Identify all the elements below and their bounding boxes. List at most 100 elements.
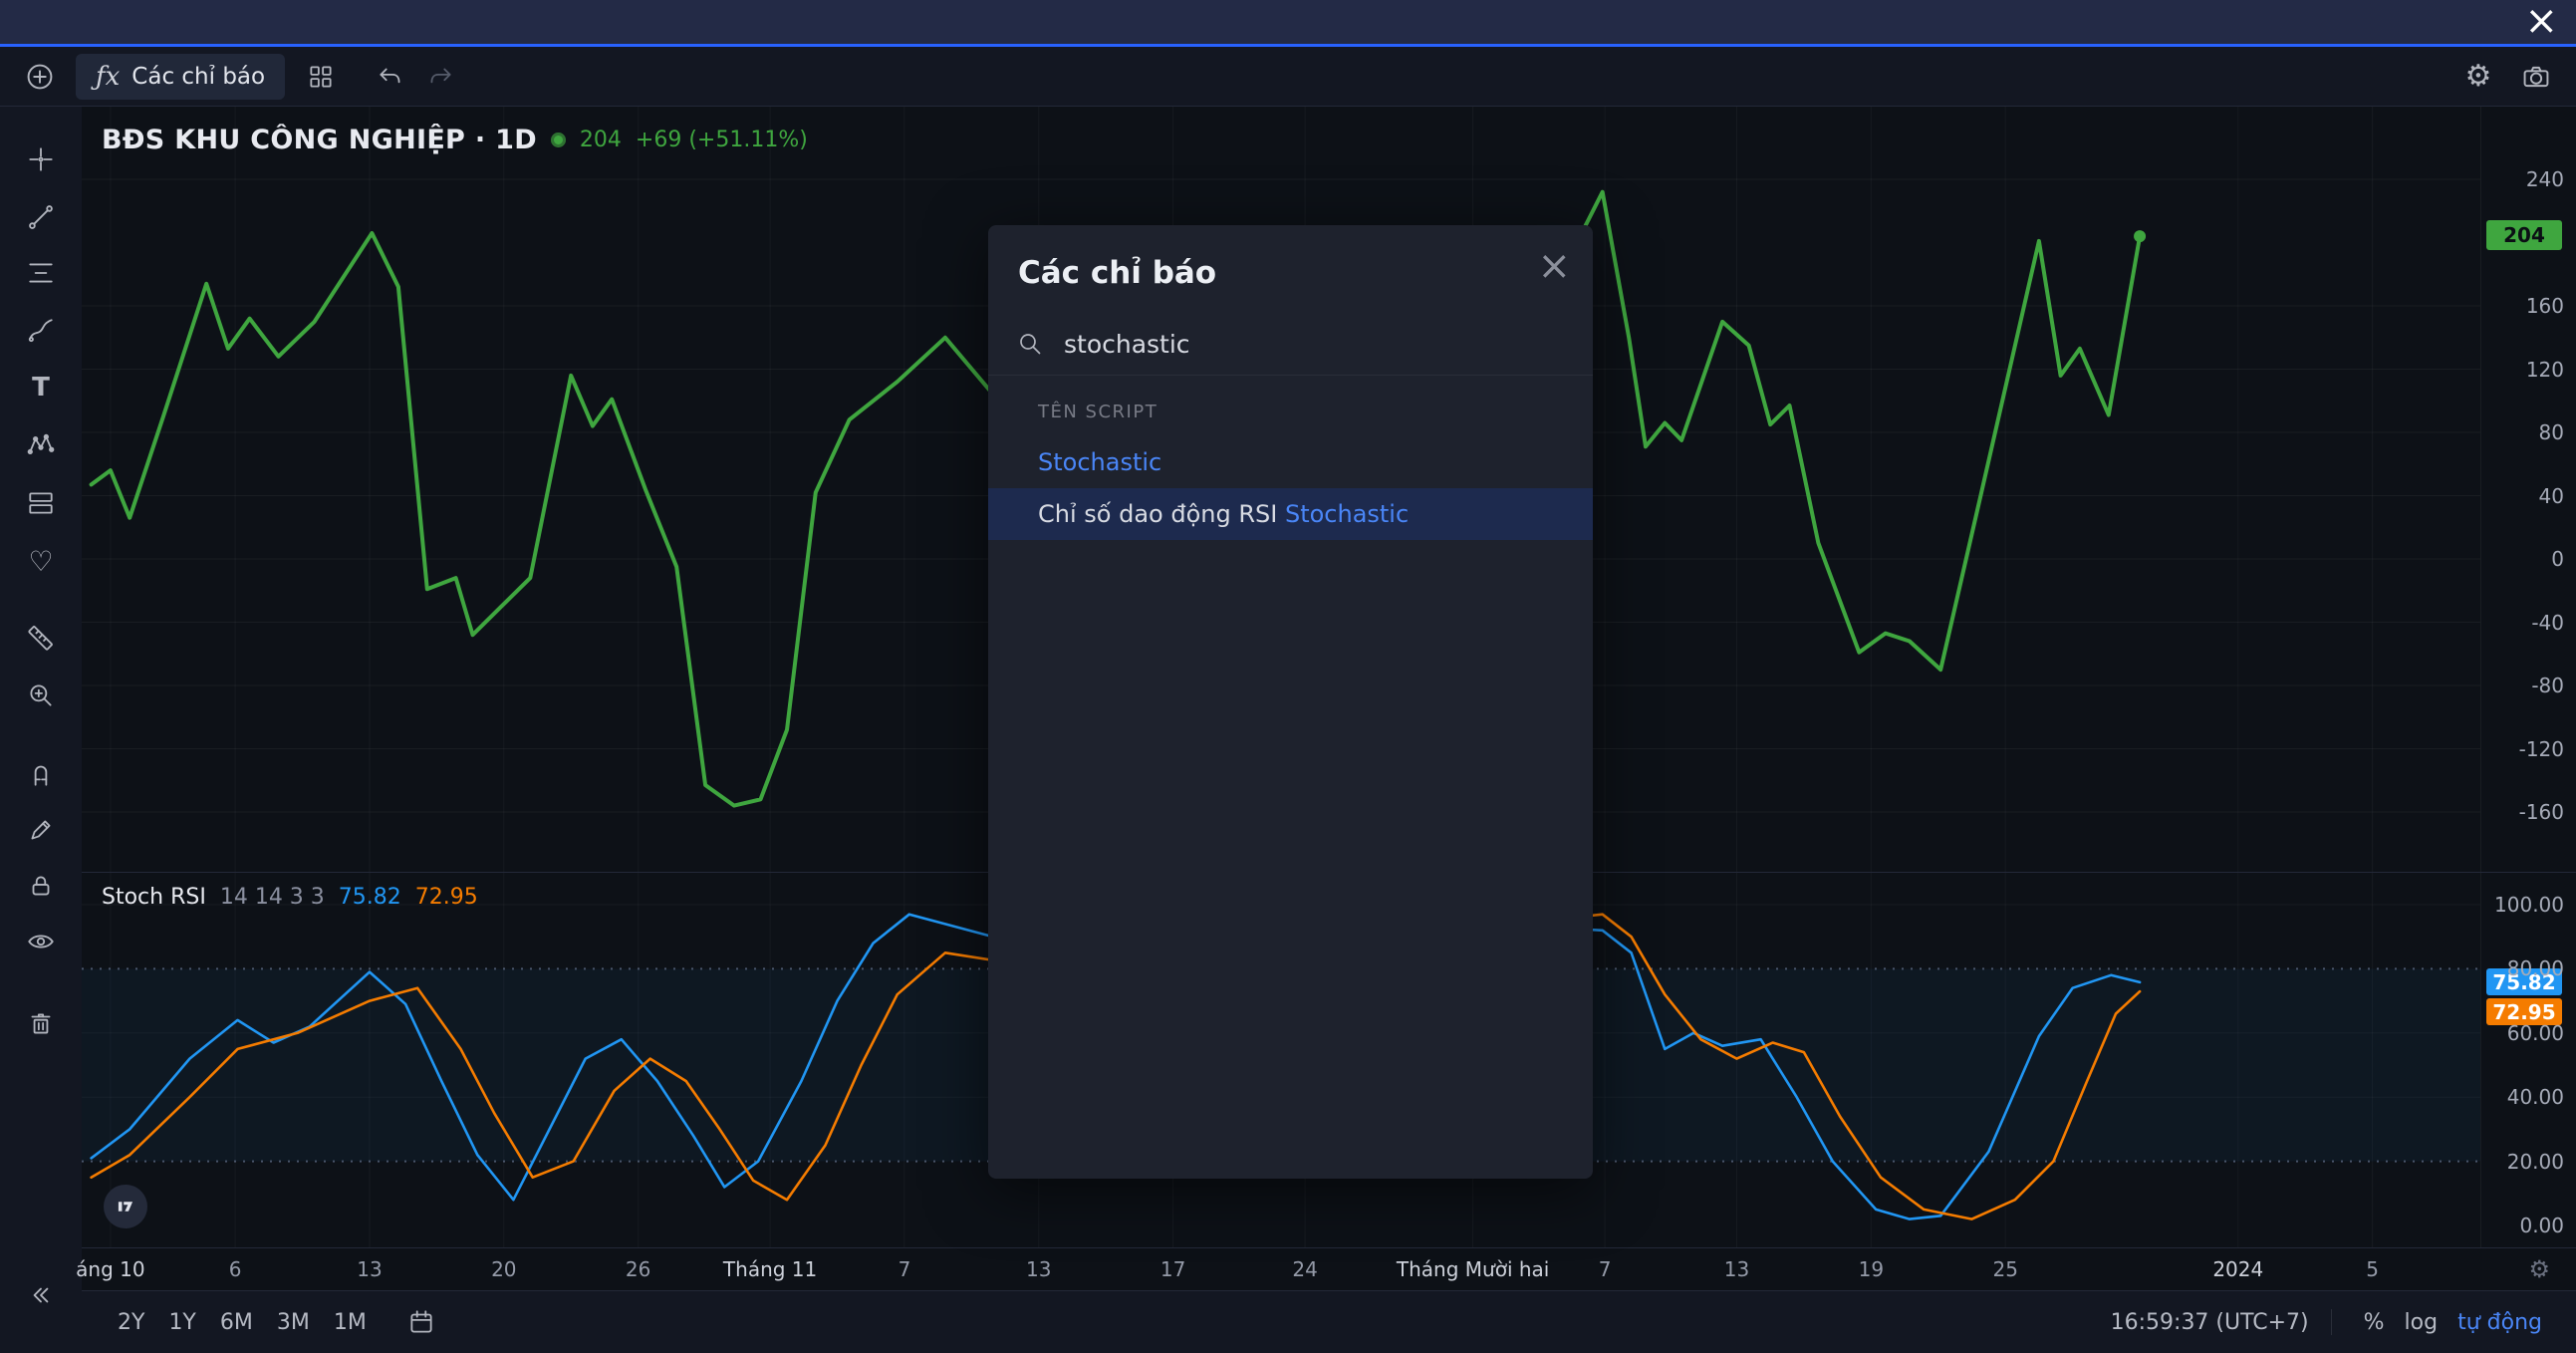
grid-icon (310, 65, 332, 88)
tradingview-logo-icon (118, 1202, 133, 1212)
screenshot-button[interactable] (2514, 55, 2558, 99)
range-3m-button[interactable]: 3M (276, 1309, 310, 1335)
stoch-k-value: 75.82 (338, 885, 401, 910)
auto-scale-button[interactable]: tự động (2457, 1309, 2542, 1335)
pencil-icon (31, 820, 51, 840)
price-tick-label: 80 (2538, 420, 2564, 444)
tool-brush[interactable] (23, 313, 59, 349)
symbol-last-price: 204 (579, 128, 622, 152)
indicator-search-row (988, 313, 1593, 376)
plus-circle-icon (27, 64, 53, 89)
tool-xabcd-pattern[interactable] (23, 427, 59, 463)
undo-icon (380, 68, 400, 83)
indicators-modal-header: Các chỉ báo × (988, 225, 1593, 313)
fx-icon: ƒx (96, 61, 121, 92)
range-1y-button[interactable]: 1Y (168, 1309, 196, 1335)
tool-long-position[interactable] (23, 485, 59, 521)
clock[interactable]: 16:59:37 (UTC+7) (2110, 1309, 2309, 1335)
tool-zoom-in[interactable] (23, 677, 59, 713)
range-6m-button[interactable]: 6M (219, 1309, 253, 1335)
tool-measure[interactable] (23, 620, 59, 656)
go-to-date-button[interactable] (406, 1307, 436, 1337)
layout-grid-button[interactable] (299, 55, 343, 99)
price-chart-plot[interactable]: BĐS KHU CÔNG NGHIỆP · 1D 204 +69 (+51.11… (82, 107, 2576, 872)
drawing-toolbar: T ♡ (0, 107, 83, 1353)
search-icon (1020, 334, 1041, 355)
price-tick-label: 0 (2551, 547, 2564, 571)
tool-magnet[interactable] (23, 756, 59, 792)
result-link-text: Stochastic (1038, 448, 1162, 476)
window-close-icon[interactable]: × (2524, 0, 2558, 44)
brush-icon (28, 319, 53, 343)
stoch-label: Stoch RSI (102, 885, 206, 910)
indicator-result-stoch-rsi[interactable]: Chỉ số dao động RSI Stochastic (988, 488, 1593, 540)
modal-close-icon[interactable]: × (1537, 243, 1571, 289)
price-tick-label: -120 (2518, 736, 2564, 761)
price-axis[interactable]: 204 240 160 120 80 40 0 -40 -80 -120 -160 (2480, 107, 2576, 872)
redo-button[interactable] (418, 55, 462, 99)
stoch-params: 14 14 3 3 (219, 885, 325, 910)
ruler-icon (28, 626, 53, 651)
price-tick-label: 160 (2525, 294, 2564, 318)
range-2y-button[interactable]: 2Y (118, 1309, 145, 1335)
indicator-result-stochastic[interactable]: Stochastic (988, 436, 1593, 488)
symbol-title: BĐS KHU CÔNG NGHIỆP · 1D (102, 125, 537, 155)
time-tick-label: 7 (898, 1257, 911, 1281)
undo-button[interactable] (369, 55, 412, 99)
time-tick-label: 5 (2366, 1257, 2379, 1281)
price-tick-label: -160 (2518, 800, 2564, 824)
tool-hide-drawings[interactable] (23, 924, 59, 959)
indicators-button[interactable]: ƒx Các chỉ báo (76, 53, 286, 100)
sidebar-collapse-button[interactable] (23, 1277, 59, 1313)
settings-button[interactable]: ⚙ (2456, 55, 2500, 99)
time-tick-label: 20 (491, 1257, 517, 1281)
time-tick-label: 6 (228, 1257, 242, 1281)
symbol-legend[interactable]: BĐS KHU CÔNG NGHIỆP · 1D 204 +69 (+51.11… (102, 125, 808, 155)
time-tick-label: Tháng 11 (722, 1257, 818, 1281)
stoch-tick-label: 40.00 (2506, 1085, 2564, 1110)
stoch-tick-label: 100.00 (2494, 893, 2564, 917)
tool-crosshair[interactable] (23, 141, 59, 177)
time-tick-label: 24 (1292, 1257, 1318, 1281)
price-tick-label: -80 (2531, 674, 2564, 697)
stoch-k-badge: 75.82 (2486, 968, 2562, 995)
gear-icon: ⚙ (2464, 59, 2492, 94)
symbol-change: +69 (+51.11%) (635, 128, 808, 152)
tool-favorites[interactable]: ♡ (23, 543, 59, 579)
indicators-modal-title: Các chỉ báo (1018, 255, 1217, 291)
long-position-icon (29, 492, 53, 514)
crosshair-icon (29, 147, 53, 171)
tool-remove-drawings[interactable] (23, 1006, 59, 1042)
time-tick-label: 7 (1598, 1257, 1612, 1281)
add-symbol-button[interactable] (18, 55, 62, 99)
tool-text[interactable]: T (23, 370, 59, 406)
percent-scale-button[interactable]: % (2363, 1309, 2385, 1335)
tool-draw-mode[interactable] (23, 812, 59, 848)
indicator-search-input[interactable] (1062, 328, 1565, 360)
trash-icon (31, 1013, 51, 1034)
tool-lock-drawings[interactable] (23, 868, 59, 904)
range-1m-button[interactable]: 1M (333, 1309, 367, 1335)
axis-settings-gear-icon[interactable]: ⚙ (2528, 1255, 2550, 1283)
tradingview-logo[interactable] (104, 1185, 147, 1228)
stoch-axis[interactable]: 75.82 72.95 100.00 80.00 60.00 40.00 20.00 0.… (2480, 873, 2576, 1249)
time-axis[interactable]: áng 10 6 13 20 26 Tháng 11 7 13 17 24 Tháng Mười h… (76, 1247, 2576, 1290)
time-tick-label: 17 (1159, 1257, 1186, 1281)
lock-icon (32, 876, 50, 896)
redo-icon (430, 68, 451, 83)
stoch-tick-label: 0.00 (2519, 1214, 2564, 1237)
stoch-d-badge: 72.95 (2486, 998, 2562, 1025)
price-tick-label: -40 (2531, 610, 2564, 635)
indicators-button-label: Các chỉ báo (131, 63, 266, 90)
result-link-text: Stochastic (1284, 500, 1410, 528)
divider (2330, 1309, 2332, 1335)
log-scale-button[interactable]: log (2404, 1309, 2439, 1335)
time-tick-label: 26 (625, 1257, 651, 1281)
stoch-legend[interactable]: Stoch RSI 14 14 3 3 75.82 72.95 (102, 885, 478, 910)
price-tick-label: 240 (2525, 167, 2564, 191)
tool-trend-line[interactable] (23, 199, 59, 235)
time-tick-label: 19 (1858, 1257, 1885, 1281)
zoom-in-icon (30, 684, 52, 706)
window-topbar: × (0, 0, 2576, 47)
tool-fib-retracement[interactable] (23, 255, 59, 291)
